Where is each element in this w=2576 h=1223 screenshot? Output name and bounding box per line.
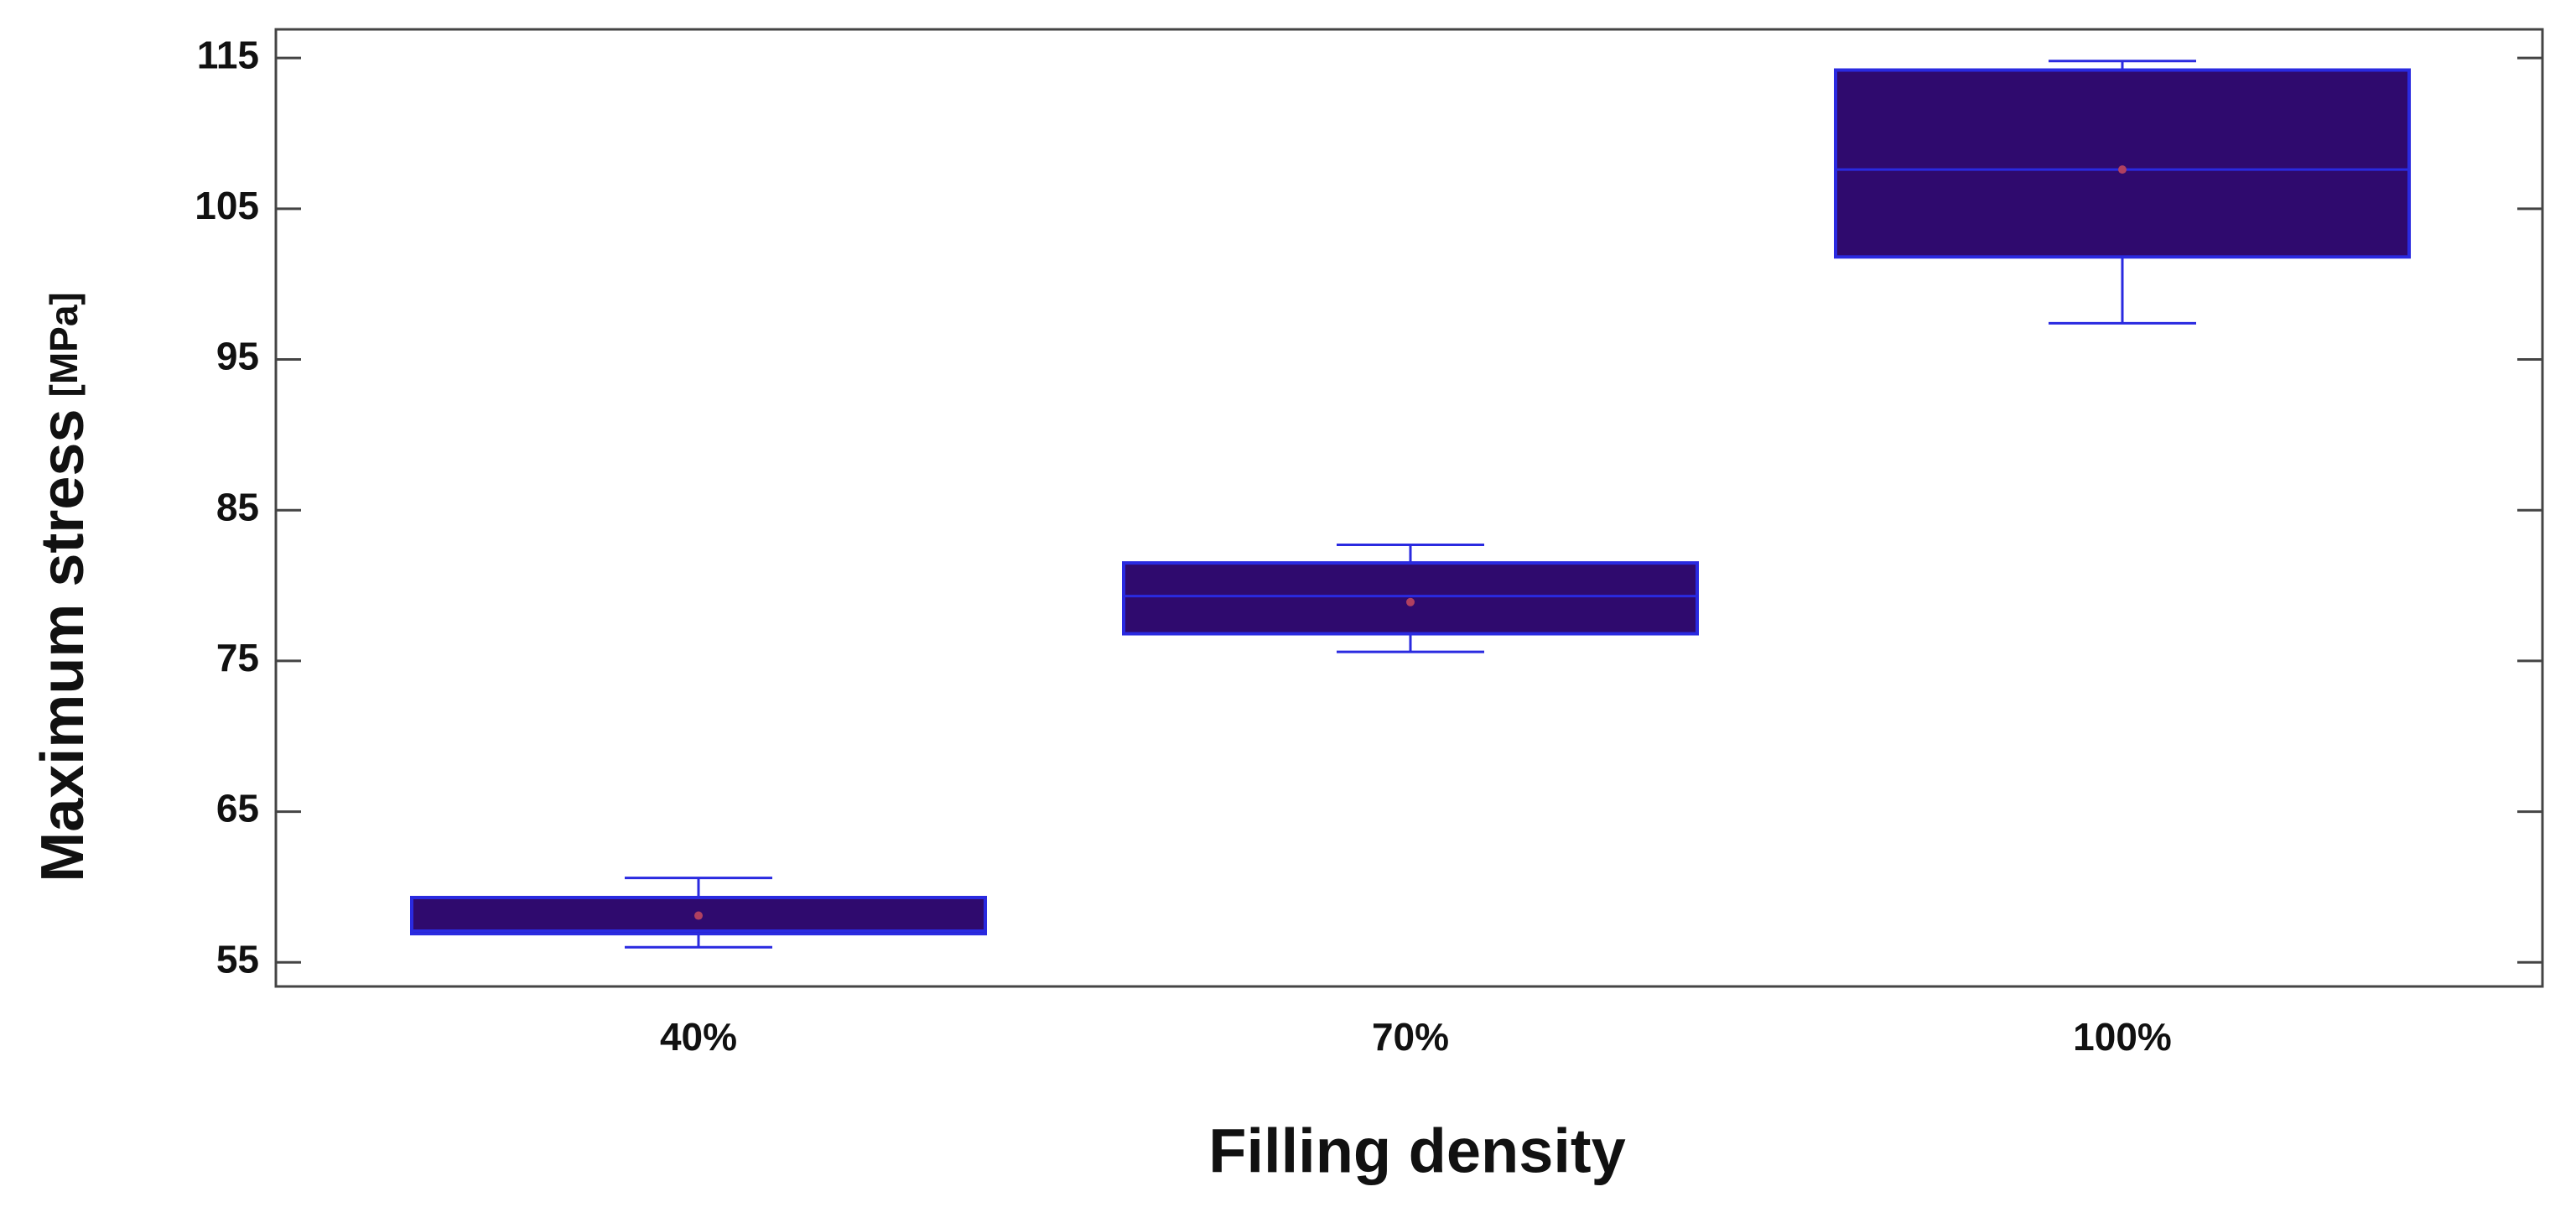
y-label-text: Maximum stress (29, 409, 96, 882)
x-tick-label: 100% (2073, 1015, 2172, 1059)
y-tick-label: 105 (195, 184, 259, 227)
box (1834, 68, 2411, 259)
y-tick-label: 95 (216, 335, 259, 378)
y-label-unit: [MPa] (42, 292, 86, 397)
y-tick-label: 115 (197, 33, 259, 76)
plot-frame (274, 28, 2544, 988)
y-tick-label: 55 (216, 937, 259, 981)
y-axis-label: Maximum stress [MPa] (29, 292, 96, 882)
x-tick-label: 40% (660, 1015, 737, 1059)
mean-marker (1406, 597, 1415, 606)
mean-marker (694, 911, 703, 920)
y-tick-label: 75 (216, 636, 259, 679)
mean-marker (2118, 165, 2127, 174)
y-tick-label: 65 (216, 787, 259, 830)
x-tick-label: 70% (1372, 1015, 1449, 1059)
x-axis-label: Filling density (1208, 1116, 1625, 1186)
y-tick-label: 85 (216, 485, 259, 528)
